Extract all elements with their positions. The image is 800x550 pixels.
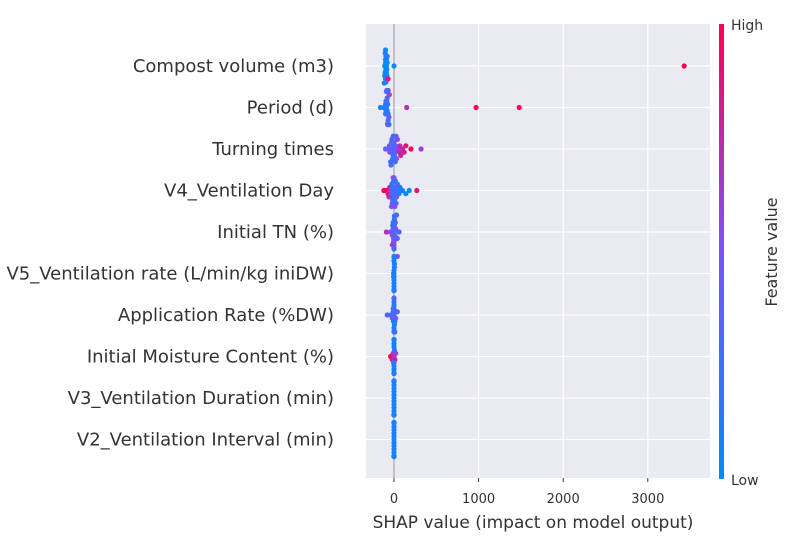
feature-label: Compost volume (m3) (133, 56, 334, 77)
shap-point (401, 149, 407, 155)
shap-point (392, 159, 398, 165)
colorbar-low-label: Low (731, 473, 759, 489)
shap-point (390, 274, 397, 280)
shap-point (391, 295, 397, 301)
shap-point (385, 76, 391, 82)
shap-point (384, 53, 390, 60)
shap-point (384, 87, 390, 94)
shap-point (391, 419, 397, 426)
shap-point (390, 219, 396, 225)
shap-point (386, 121, 392, 128)
x-axis-title: SHAP value (impact on model output) (373, 513, 694, 533)
shap-point (382, 111, 389, 117)
shap-point (398, 152, 404, 158)
shap-point (388, 162, 394, 168)
shap-point (394, 309, 400, 315)
shap-point (391, 287, 397, 294)
shap-point (418, 146, 424, 152)
x-tick-label: 1000 (462, 492, 495, 507)
plot-area (366, 24, 710, 478)
shap-point (681, 63, 687, 69)
shap-point (391, 336, 397, 343)
shap-point (391, 378, 397, 384)
feature-labels: Compost volume (m3) Period (d) Turning tim… (6, 56, 334, 451)
shap-point (391, 246, 397, 252)
shap-point (414, 187, 420, 194)
shap-point (389, 242, 395, 248)
feature-label: Initial TN (%) (217, 222, 334, 243)
shap-point (388, 203, 395, 210)
shap-point (387, 149, 393, 155)
shap-point (403, 143, 409, 149)
shap-point (386, 194, 392, 200)
shap-point (406, 187, 412, 194)
shap-point (382, 47, 389, 53)
shap-point (381, 80, 387, 86)
shap-point (396, 229, 402, 235)
feature-label: Turning times (211, 139, 334, 160)
feature-label: Application Rate (%DW) (118, 305, 334, 326)
colorbar-title: Feature value (762, 197, 781, 306)
shap-point (390, 175, 396, 181)
shap-point (391, 140, 397, 146)
shap-point (399, 187, 406, 194)
data-points (377, 47, 687, 460)
feature-label: V3_Ventilation Duration (min) (68, 388, 334, 409)
feature-label: Period (d) (247, 98, 334, 119)
colorbar (719, 24, 724, 479)
feature-label: V2_Ventilation Interval (min) (77, 430, 334, 451)
shap-point (403, 191, 409, 197)
x-tick-label: 0 (390, 492, 398, 507)
shap-point (391, 329, 397, 335)
x-tick-label: 3000 (631, 492, 664, 507)
shap-point (393, 133, 399, 139)
shap-point (383, 98, 389, 104)
feature-label: V4_Ventilation Day (164, 181, 334, 202)
feature-label: Initial Moisture Content (%) (87, 347, 334, 368)
shap-point (390, 306, 396, 312)
shap-point (473, 104, 479, 111)
shap-point (391, 63, 397, 69)
shap-point (408, 146, 414, 152)
feature-label: V5_Ventilation rate (L/min/kg iniDW) (6, 264, 334, 285)
shap-point (386, 143, 392, 149)
shap-point (391, 453, 397, 460)
shap-point (393, 212, 400, 218)
shap-point (391, 412, 397, 418)
shap-point (404, 104, 410, 111)
colorbar-high-label: High (731, 18, 763, 34)
x-tick-label: 2000 (547, 492, 580, 507)
shap-point (391, 370, 397, 377)
x-axis-ticks: 0 1000 2000 3000 (390, 478, 664, 507)
shap-point (394, 235, 400, 241)
shap-point (383, 229, 389, 235)
shap-point (516, 104, 522, 111)
shap-point (396, 191, 402, 197)
shap-point (391, 253, 397, 260)
